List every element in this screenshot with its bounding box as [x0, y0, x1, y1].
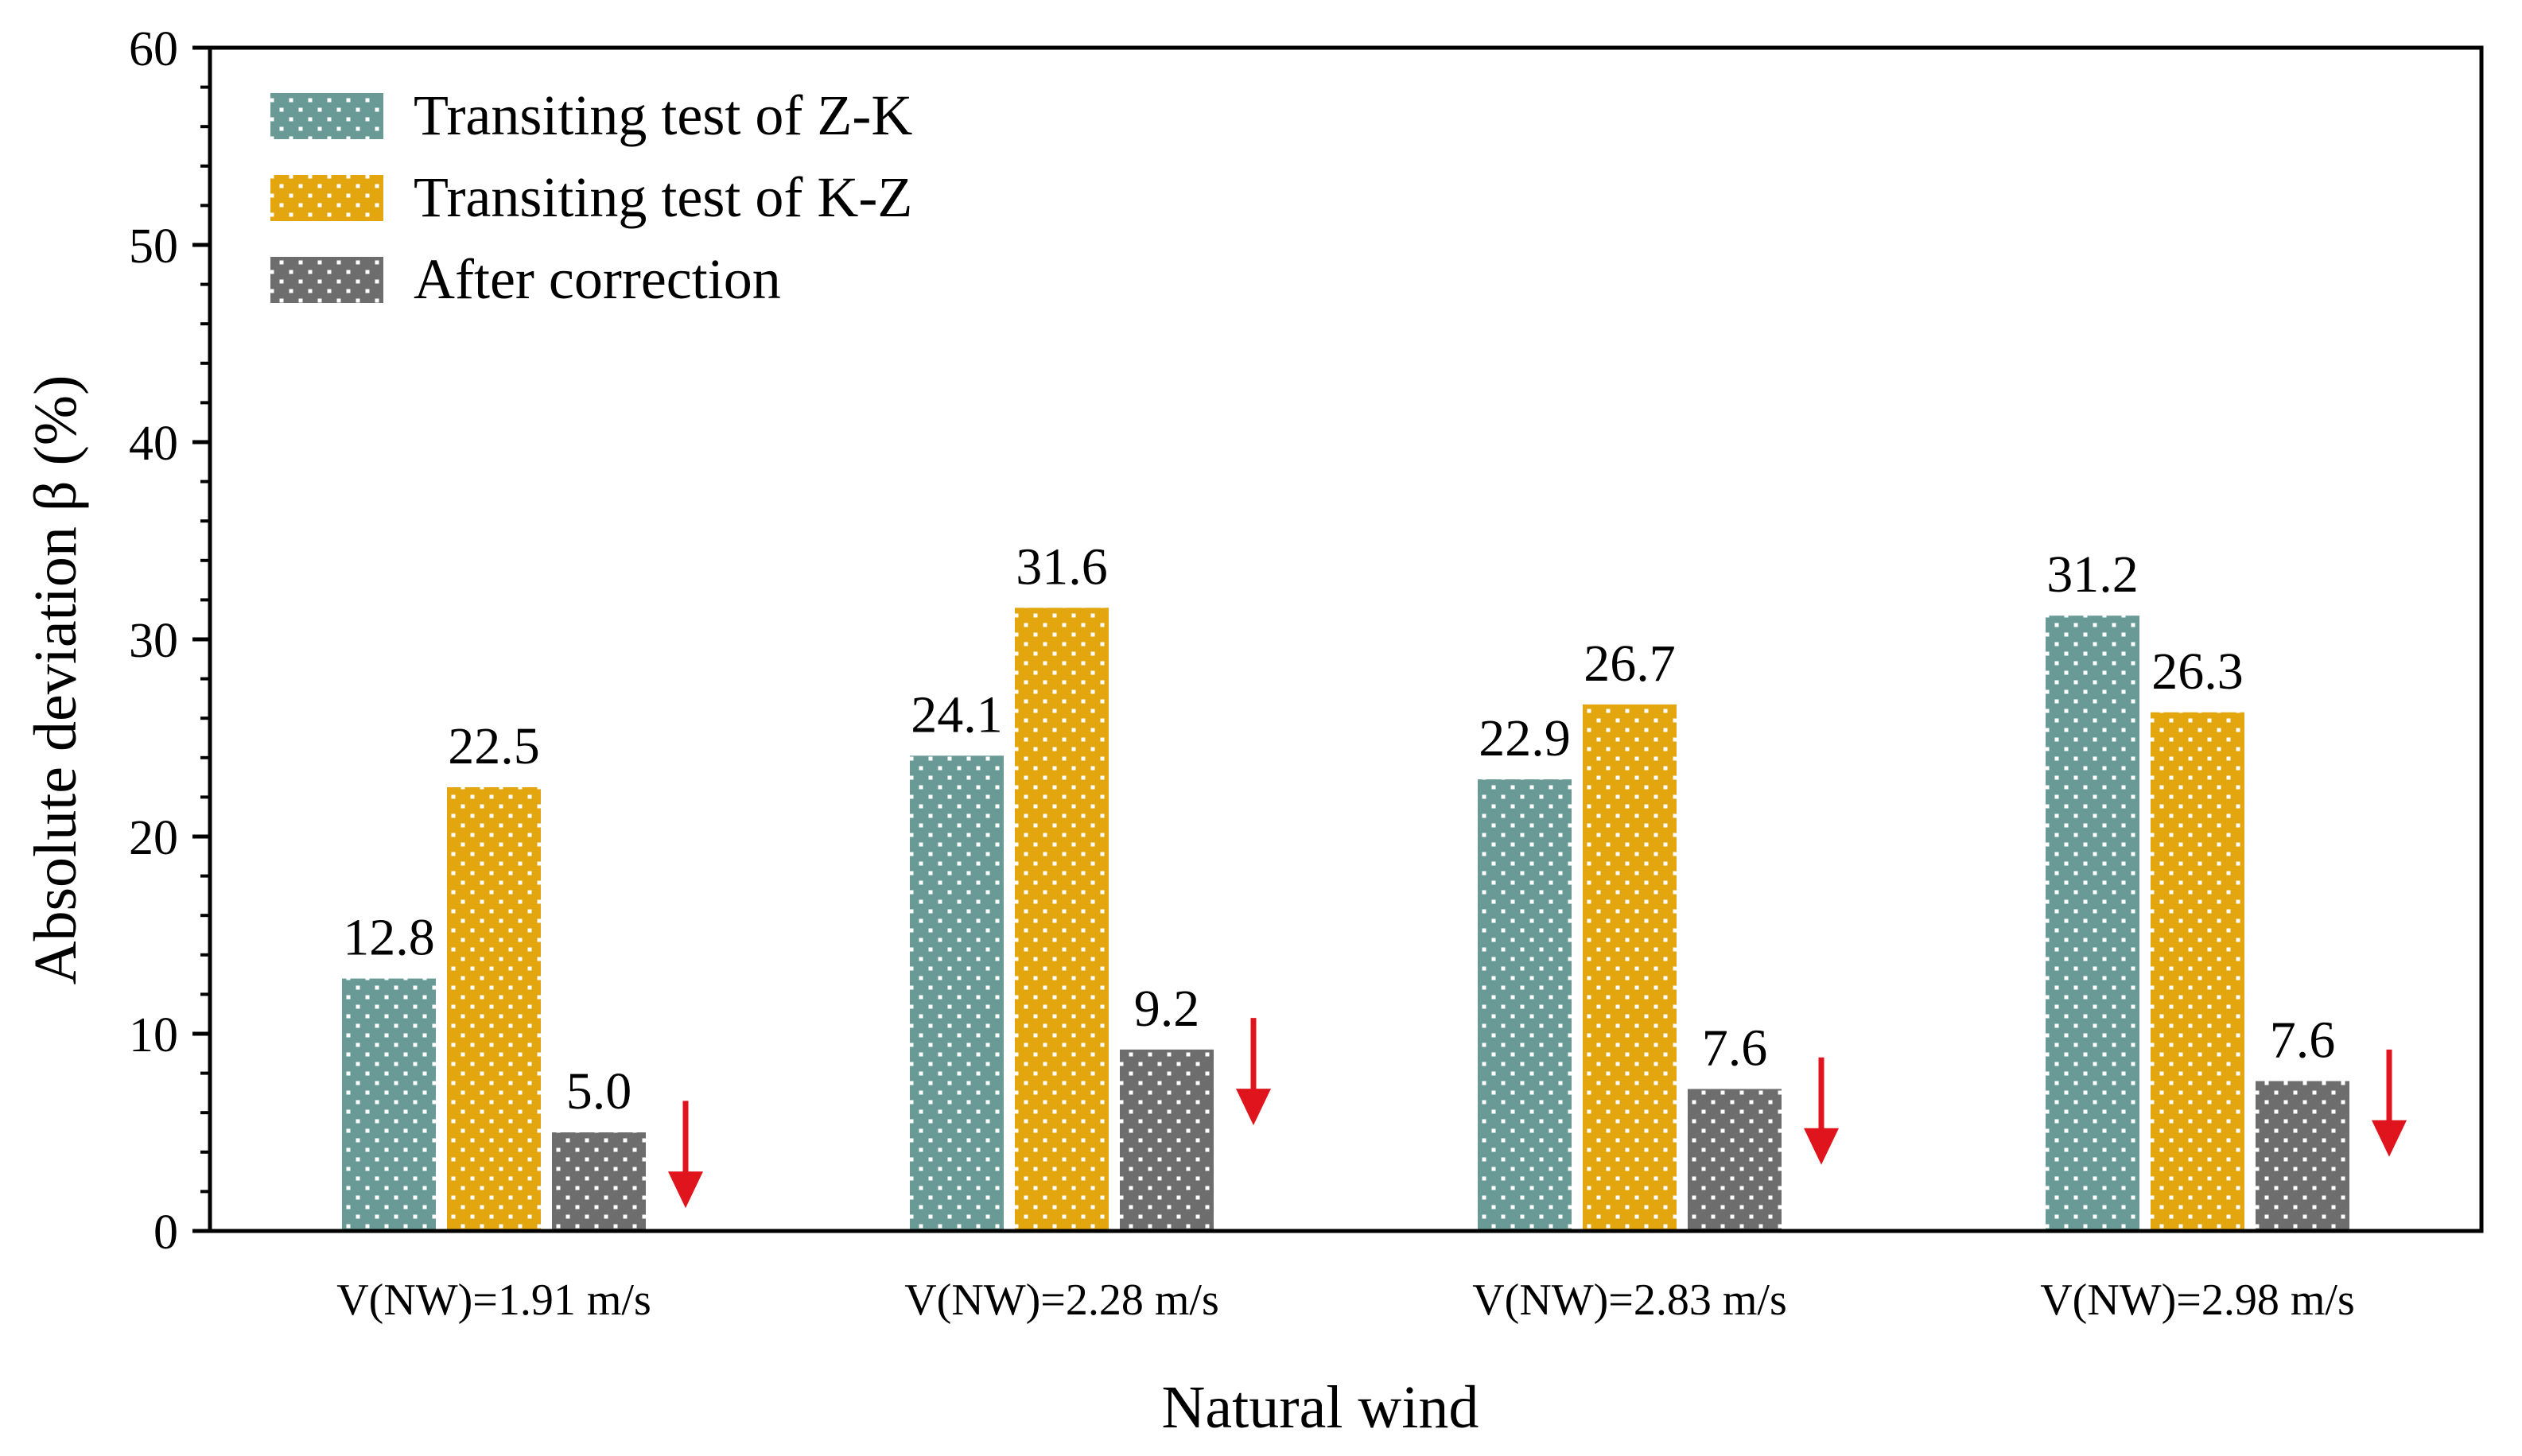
arrow-head	[1804, 1128, 1839, 1165]
data-label: 26.7	[1584, 635, 1676, 693]
x-tick-label: V(NW)=1.91 m/s	[336, 1275, 651, 1325]
data-label: 22.9	[1479, 709, 1571, 767]
y-tick-label: 50	[129, 219, 178, 274]
data-label: 5.0	[566, 1062, 632, 1120]
data-label: 31.6	[1016, 538, 1108, 596]
downward-arrow	[1236, 1018, 1271, 1126]
downward-arrow	[668, 1101, 703, 1209]
bar-3-2	[1120, 1049, 1214, 1231]
bar-1-4	[2046, 615, 2139, 1231]
downward-arrow	[1804, 1057, 1839, 1165]
y-tick-label: 30	[129, 614, 178, 668]
bar-1-1	[342, 978, 436, 1231]
bar-3-4	[2256, 1081, 2349, 1231]
legend-label: Transiting test of K-Z	[414, 165, 912, 229]
legend: Transiting test of Z-K Transiting test of…	[270, 83, 912, 311]
bar-2-3	[1583, 704, 1677, 1231]
legend-label: After correction	[414, 247, 781, 311]
data-label: 9.2	[1134, 980, 1200, 1038]
bar-2-4	[2151, 712, 2244, 1231]
legend-swatch	[270, 93, 383, 139]
bars-layer	[342, 608, 2349, 1231]
y-axis: 0 10 20 30 40 50 60	[129, 22, 210, 1260]
y-tick-label: 60	[129, 22, 178, 76]
bar-1-2	[910, 755, 1004, 1231]
downward-arrow	[2372, 1049, 2407, 1157]
data-label: 7.6	[1702, 1019, 1768, 1077]
y-tick-label: 0	[153, 1206, 178, 1260]
bar-2-1	[447, 787, 541, 1231]
arrows-layer	[668, 1018, 2407, 1209]
data-label: 24.1	[911, 685, 1003, 744]
data-label: 31.2	[2046, 546, 2139, 604]
bar-2-2	[1015, 608, 1109, 1231]
x-axis-title: Natural wind	[1162, 1374, 1479, 1441]
x-tick-label: V(NW)=2.83 m/s	[1472, 1275, 1787, 1325]
data-label: 22.5	[448, 717, 540, 775]
data-label: 12.8	[343, 909, 435, 967]
legend-label: Transiting test of Z-K	[414, 83, 912, 147]
data-label: 7.6	[2270, 1011, 2336, 1070]
legend-swatch	[270, 257, 383, 303]
x-axis: V(NW)=1.91 m/s V(NW)=2.28 m/s V(NW)=2.83 m…	[336, 1275, 2355, 1325]
data-labels-layer: 12.8 22.5 5.0 24.1 31.6 9.2 22.926.7 7.6 31.226.…	[343, 538, 2335, 1120]
arrow-head	[668, 1171, 703, 1209]
arrow-head	[1236, 1089, 1271, 1126]
y-tick-label: 20	[129, 811, 178, 865]
data-label: 26.3	[2151, 643, 2244, 701]
x-tick-label: V(NW)=2.98 m/s	[2040, 1275, 2355, 1325]
arrow-head	[2372, 1120, 2407, 1157]
y-axis-title: Absolute deviation β (%)	[22, 375, 89, 985]
bar-1-3	[1478, 779, 1572, 1231]
bar-3-1	[552, 1132, 646, 1231]
bar-3-3	[1688, 1089, 1782, 1231]
y-tick-label: 10	[129, 1008, 178, 1062]
y-tick-label: 40	[129, 417, 178, 471]
legend-swatch	[270, 175, 383, 221]
x-tick-label: V(NW)=2.28 m/s	[904, 1275, 1219, 1325]
